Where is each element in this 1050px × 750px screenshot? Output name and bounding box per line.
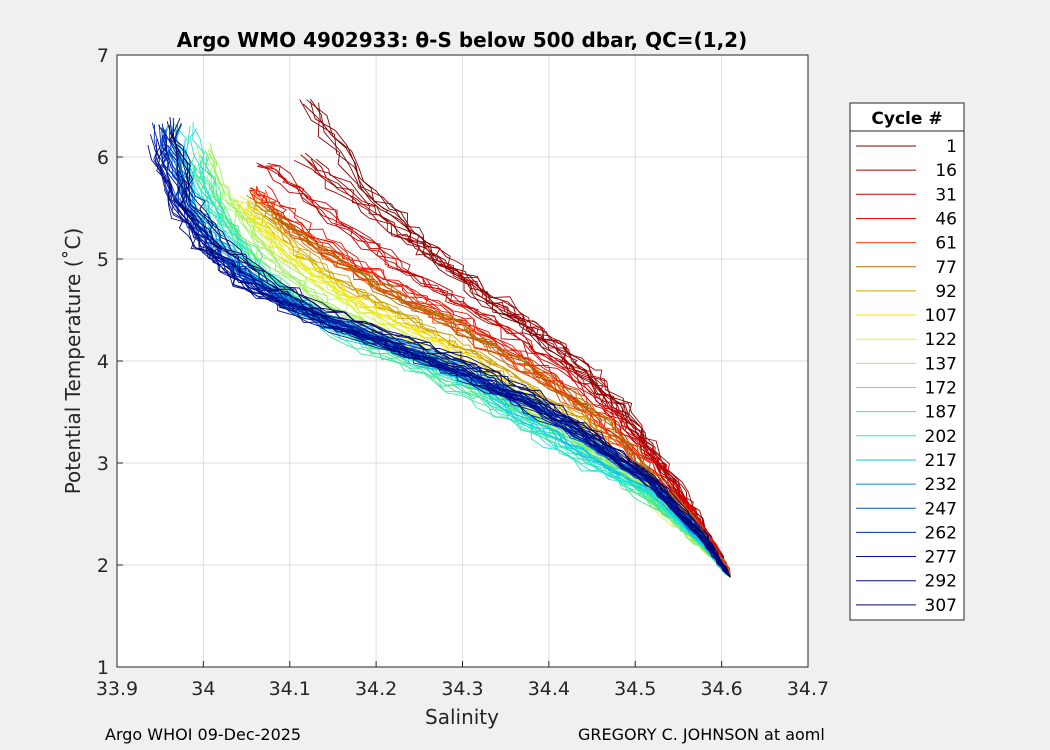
legend-label-172: 172 <box>925 379 957 399</box>
series-line-cycle-187 <box>189 159 731 578</box>
x-tick-label: 34.7 <box>787 678 829 700</box>
legend: Cycle # 1 16 31 46 61 77 92 107 122 137 172 187 202 2… <box>849 102 965 621</box>
x-tick-label: 34.3 <box>441 678 483 700</box>
x-axis-label: Salinity <box>425 705 499 729</box>
legend-title: Cycle # <box>871 109 942 129</box>
series-line-cycle-307 <box>169 118 731 578</box>
y-tick-label: 5 <box>97 249 109 271</box>
legend-box <box>849 102 965 621</box>
series-line-cycle-292 <box>154 148 731 578</box>
legend-label-107: 107 <box>925 306 957 326</box>
legend-label-217: 217 <box>925 451 957 471</box>
y-tick-label: 2 <box>97 555 109 577</box>
legend-entries: 1 16 31 46 61 77 92 107 122 137 172 187 202 217 232 247… <box>856 137 957 616</box>
axis-ticks: 33.9 34 34.1 34.2 34.3 34.4 34.5 34.6 34.7123456… <box>96 45 829 700</box>
series-line-cycle-202 <box>185 126 731 578</box>
legend-label-137: 137 <box>925 354 957 374</box>
legend-label-307: 307 <box>925 596 957 616</box>
x-tick-label: 34.1 <box>269 678 311 700</box>
legend-label-122: 122 <box>925 330 957 350</box>
legend-label-232: 232 <box>925 475 957 495</box>
legend-label-202: 202 <box>925 427 957 447</box>
series-line-cycle-292 <box>147 144 731 578</box>
legend-label-77: 77 <box>935 258 957 278</box>
y-tick-label: 3 <box>97 453 109 475</box>
series-line-cycle-31 <box>257 165 731 576</box>
x-tick-label: 34.2 <box>355 678 397 700</box>
legend-label-92: 92 <box>935 282 957 302</box>
legend-label-247: 247 <box>925 499 957 519</box>
y-axis-label: Potential Temperature (˚C) <box>61 228 85 495</box>
chart-title: Argo WMO 4902933: θ-S below 500 dbar, QC… <box>177 28 747 52</box>
x-tick-label: 33.9 <box>96 678 138 700</box>
series-line-cycle-307 <box>173 123 731 578</box>
y-tick-label: 4 <box>97 351 109 373</box>
series-line-cycle-292 <box>167 144 731 578</box>
legend-label-277: 277 <box>925 548 957 568</box>
x-tick-label: 34.4 <box>528 678 570 700</box>
footer-source: Argo WHOI 09-Dec-2025 <box>105 725 302 744</box>
legend-label-31: 31 <box>935 185 957 205</box>
series-line-cycle-1 <box>318 102 731 576</box>
footer-author: GREGORY C. JOHNSON at aoml <box>578 725 825 744</box>
legend-label-61: 61 <box>935 234 957 254</box>
y-tick-label: 7 <box>97 45 109 67</box>
legend-label-262: 262 <box>925 523 957 543</box>
series-line-cycle-277 <box>165 138 731 578</box>
legend-label-292: 292 <box>925 572 957 592</box>
series-group <box>147 98 731 578</box>
series-line-cycle-307 <box>169 117 731 578</box>
legend-label-46: 46 <box>935 209 957 229</box>
y-tick-label: 6 <box>97 147 109 169</box>
y-tick-label: 1 <box>97 657 109 679</box>
x-tick-label: 34.5 <box>614 678 656 700</box>
series-line-cycle-307 <box>166 121 731 578</box>
legend-label-16: 16 <box>935 161 957 181</box>
legend-label-187: 187 <box>925 403 957 423</box>
series-line-cycle-202 <box>172 122 731 578</box>
x-tick-label: 34.6 <box>700 678 742 700</box>
series-line-cycle-307 <box>169 124 731 578</box>
legend-label-1: 1 <box>946 137 957 157</box>
x-tick-label: 34 <box>191 678 215 700</box>
series-line-cycle-292 <box>154 147 731 578</box>
